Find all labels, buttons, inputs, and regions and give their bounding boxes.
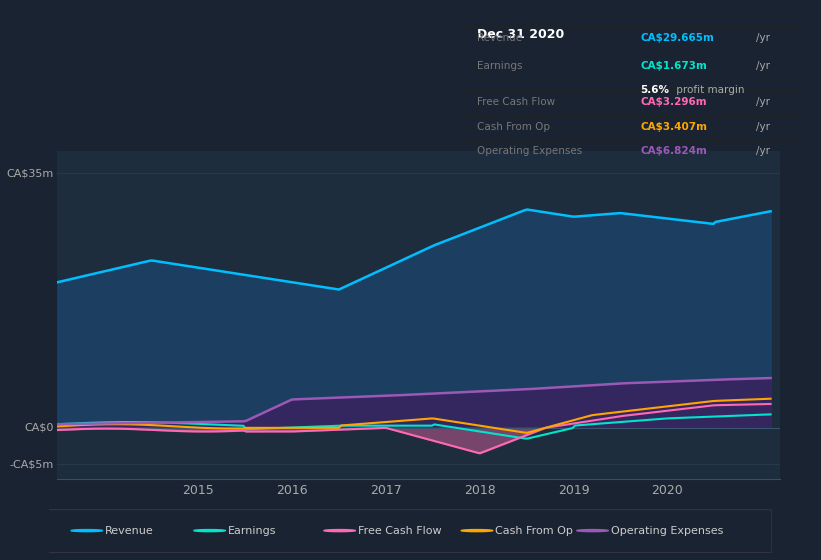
Text: /yr: /yr xyxy=(756,146,770,156)
Text: CA$3.296m: CA$3.296m xyxy=(640,97,707,106)
Text: 5.6%: 5.6% xyxy=(640,86,669,95)
Text: /yr: /yr xyxy=(756,62,770,72)
Text: Revenue: Revenue xyxy=(105,526,154,535)
Text: /yr: /yr xyxy=(756,97,770,106)
Text: CA$1.673m: CA$1.673m xyxy=(640,62,707,72)
Text: /yr: /yr xyxy=(756,122,770,132)
Text: Dec 31 2020: Dec 31 2020 xyxy=(477,28,564,41)
Text: -CA$5m: -CA$5m xyxy=(10,459,54,469)
Text: CA$3.407m: CA$3.407m xyxy=(640,122,707,132)
Circle shape xyxy=(461,530,493,531)
Text: Free Cash Flow: Free Cash Flow xyxy=(477,97,555,106)
Text: Earnings: Earnings xyxy=(227,526,276,535)
Text: Operating Expenses: Operating Expenses xyxy=(611,526,723,535)
Text: /yr: /yr xyxy=(756,32,770,43)
Text: profit margin: profit margin xyxy=(673,86,745,95)
Circle shape xyxy=(194,530,226,531)
FancyBboxPatch shape xyxy=(42,510,772,553)
Circle shape xyxy=(323,530,355,531)
Text: Earnings: Earnings xyxy=(477,62,523,72)
Circle shape xyxy=(71,530,103,531)
Text: Revenue: Revenue xyxy=(477,32,522,43)
Circle shape xyxy=(576,530,608,531)
Text: CA$6.824m: CA$6.824m xyxy=(640,146,707,156)
Text: Cash From Op: Cash From Op xyxy=(495,526,573,535)
Text: Operating Expenses: Operating Expenses xyxy=(477,146,582,156)
Text: CA$35m: CA$35m xyxy=(7,168,54,178)
Text: CA$0: CA$0 xyxy=(25,423,54,433)
Text: CA$29.665m: CA$29.665m xyxy=(640,32,714,43)
Text: Cash From Op: Cash From Op xyxy=(477,122,550,132)
Text: Free Cash Flow: Free Cash Flow xyxy=(358,526,442,535)
